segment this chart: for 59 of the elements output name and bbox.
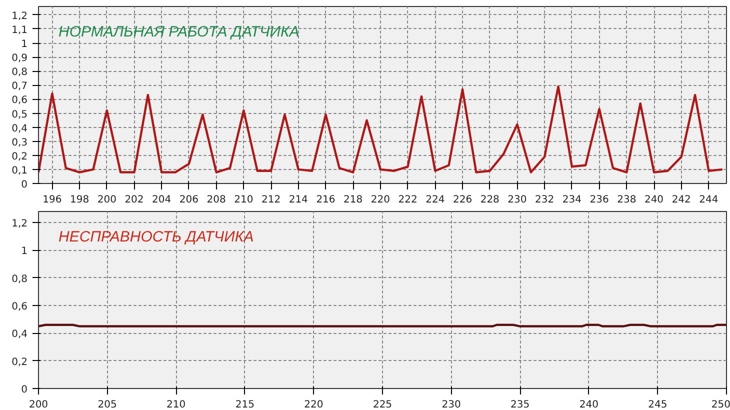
y-tick-label: 1,2: [12, 10, 28, 22]
x-tick-label: 222: [398, 194, 418, 206]
x-tick-label: 206: [179, 194, 199, 206]
y-tick-label: 1,1: [12, 24, 28, 36]
x-tick-label: 204: [152, 194, 172, 206]
x-tick-label: 224: [426, 194, 445, 206]
x-tick-label: 196: [42, 194, 62, 206]
y-tick-label: 0,3: [12, 137, 28, 148]
x-tick-label: 230: [508, 194, 527, 206]
y-tick-label: 1: [21, 246, 28, 258]
x-tick-label: 208: [206, 194, 226, 206]
x-tick-label: 210: [166, 400, 186, 410]
y-tick-label: 0,7: [12, 81, 28, 92]
x-tick-label: 228: [480, 194, 500, 206]
x-tick-label: 245: [648, 400, 668, 410]
x-tick-label: 216: [316, 194, 336, 206]
x-tick-label: 200: [28, 400, 48, 410]
x-tick-label: 210: [234, 194, 254, 206]
x-tick-label: 240: [579, 400, 598, 410]
x-tick-label: 238: [617, 194, 636, 206]
x-tick-label: 200: [97, 194, 116, 206]
x-tick-label: 234: [562, 194, 582, 206]
x-tick-label: 214: [288, 194, 308, 206]
y-tick-label: 0,6: [12, 95, 28, 106]
x-tick-label: 230: [442, 400, 461, 410]
y-tick-label: 0,4: [12, 123, 28, 134]
x-tick-label: 242: [672, 194, 691, 206]
y-tick-label: 0,9: [12, 53, 28, 64]
x-tick-label: 202: [124, 194, 144, 206]
text: НОРМАЛЬНАЯ РАБОТА ДАТЧИКА: [58, 24, 300, 40]
y-tick-label: 0,2: [12, 356, 28, 368]
x-tick-label: 220: [304, 400, 324, 410]
y-tick-label: 0: [21, 384, 28, 396]
x-tick-label: 218: [344, 194, 363, 206]
y-tick-label: 0,5: [12, 109, 28, 120]
x-tick-label: 235: [510, 400, 530, 410]
y-tick-label: 1,2: [12, 218, 28, 230]
y-tick-label: 0,8: [12, 67, 28, 78]
text: НЕСПРАВНОСТЬ ДАТЧИКА: [58, 228, 254, 246]
x-tick-label: 250: [711, 400, 730, 410]
y-tick-label: 1: [21, 39, 28, 50]
y-tick-label: 0,2: [12, 151, 28, 162]
x-tick-label: 220: [370, 194, 390, 206]
x-tick-label: 212: [261, 194, 281, 206]
x-tick-label: 244: [699, 194, 718, 206]
x-tick-label: 236: [590, 194, 609, 206]
x-tick-label: 205: [98, 400, 117, 410]
y-tick-label: 0,4: [12, 329, 28, 340]
y-tick-label: 0,6: [12, 302, 28, 313]
x-tick-label: 226: [452, 194, 472, 206]
line-series: [38, 85, 724, 174]
y-tick-label: 0,8: [12, 274, 28, 285]
x-tick-label: 215: [235, 400, 254, 410]
x-tick-label: 240: [644, 194, 664, 206]
y-tick-label: 0,1: [12, 165, 28, 176]
x-tick-label: 232: [535, 194, 554, 206]
x-tick-label: 225: [372, 400, 392, 410]
x-tick-label: 198: [70, 194, 90, 206]
y-tick-label: 0: [21, 180, 28, 190]
